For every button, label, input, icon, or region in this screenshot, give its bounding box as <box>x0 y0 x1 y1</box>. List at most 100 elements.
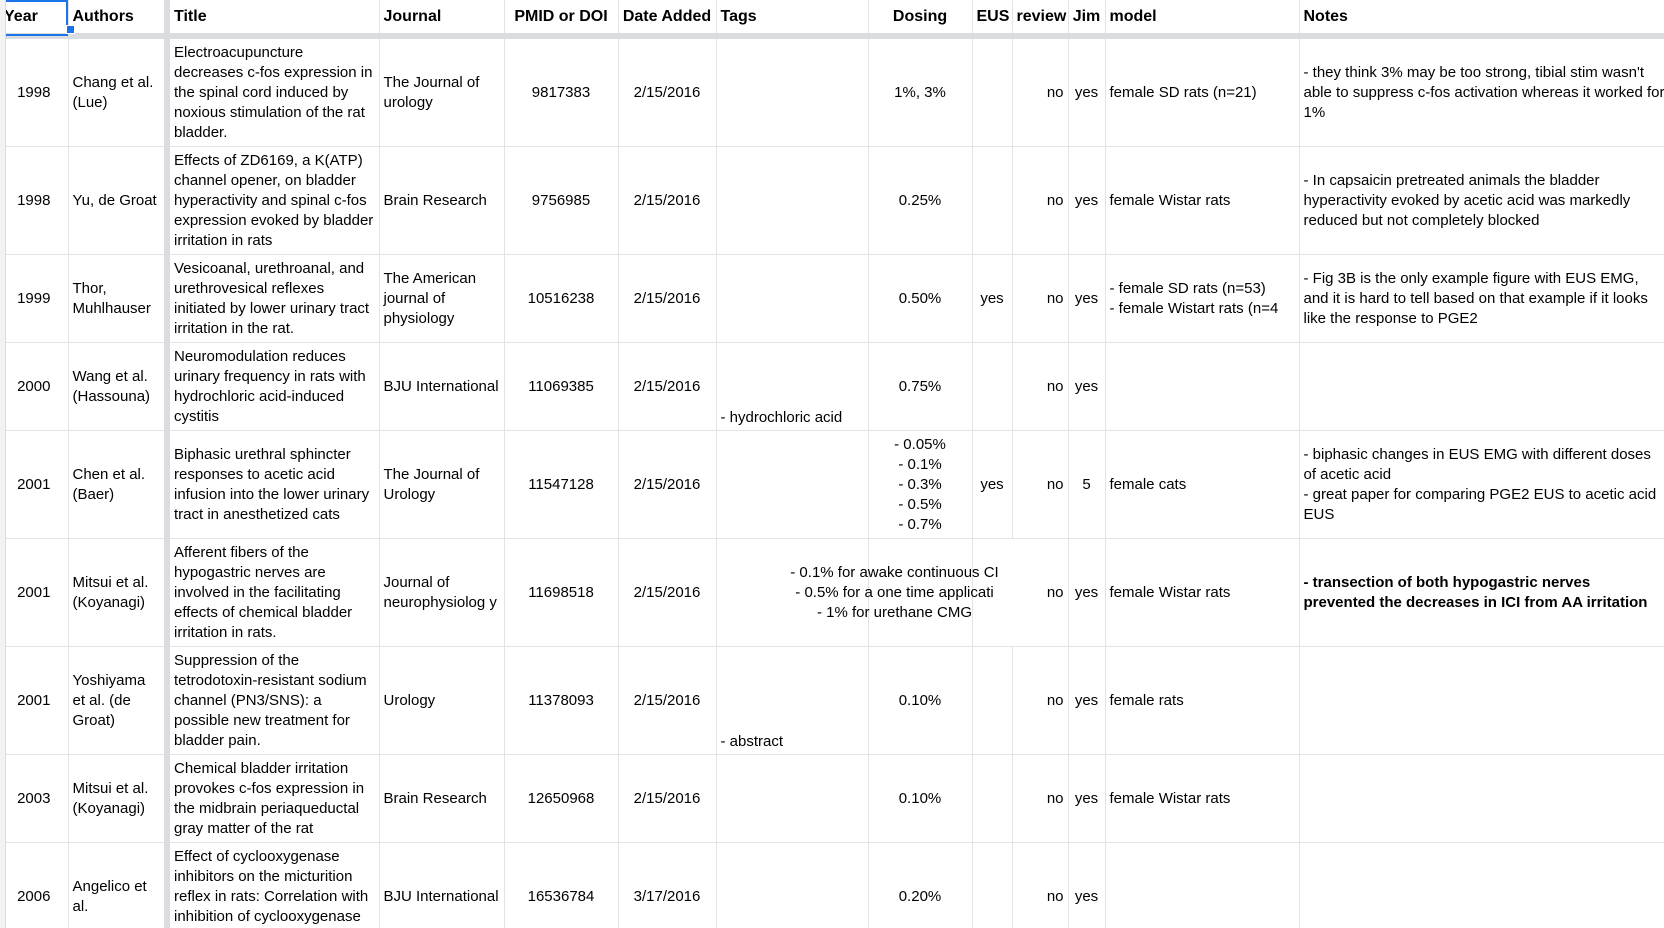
cell-dosing[interactable]: 0.10% <box>868 754 973 843</box>
header-authors[interactable]: Authors <box>68 0 170 39</box>
header-notes[interactable]: Notes <box>1299 0 1664 39</box>
cell-dosing[interactable]: - 0.05% - 0.1% - 0.3% - 0.5% - 0.7% <box>868 430 973 539</box>
cell-jim[interactable]: yes <box>1068 538 1106 647</box>
cell-review[interactable]: no <box>1012 754 1069 843</box>
cell-dosing[interactable]: 0.50% <box>868 254 973 343</box>
cell-authors[interactable]: Chang et al. (Lue) <box>68 36 170 147</box>
cell-year[interactable]: 1998 <box>0 146 69 255</box>
cell-jim[interactable]: yes <box>1068 254 1106 343</box>
cell-jim[interactable]: yes <box>1068 36 1106 147</box>
cell-jim[interactable]: yes <box>1068 342 1106 431</box>
cell-pmid[interactable]: 9817383 <box>504 36 619 147</box>
cell-year[interactable]: 2003 <box>0 754 69 843</box>
cell-notes[interactable]: - In capsaicin pretreated animals the bl… <box>1299 146 1664 255</box>
cell-pmid[interactable]: 16536784 <box>504 842 619 928</box>
cell-notes[interactable]: - Fig 3B is the only example figure with… <box>1299 254 1664 343</box>
cell-authors[interactable]: Yoshiyama et al. (de Groat) <box>68 646 170 755</box>
cell-pmid[interactable]: 9756985 <box>504 146 619 255</box>
cell-authors[interactable]: Yu, de Groat <box>68 146 170 255</box>
cell-eus[interactable]: yes <box>972 254 1013 343</box>
cell-notes[interactable]: - transection of both hypogastric nerves… <box>1299 538 1664 647</box>
cell-journal[interactable]: The American journal of physiology <box>379 254 505 343</box>
cell-date-added[interactable]: 2/15/2016 <box>618 430 717 539</box>
cell-tags[interactable] <box>716 36 869 147</box>
cell-pmid[interactable]: 11698518 <box>504 538 619 647</box>
cell-dosing[interactable]: 0.25% <box>868 146 973 255</box>
cell-year[interactable]: 1999 <box>0 254 69 343</box>
cell-journal[interactable]: The Journal of urology <box>379 36 505 147</box>
cell-tags[interactable]: - hydrochloric acid <box>716 342 869 431</box>
cell-authors[interactable]: Angelico et al. <box>68 842 170 928</box>
cell-tags[interactable] <box>716 254 869 343</box>
cell-model[interactable]: female cats <box>1105 430 1300 539</box>
cell-date-added[interactable]: 2/15/2016 <box>618 254 717 343</box>
cell-dosing[interactable]: 0.20% <box>868 842 973 928</box>
header-jim[interactable]: Jim <box>1068 0 1106 39</box>
cell-journal[interactable]: The Journal of Urology <box>379 430 505 539</box>
header-date-added[interactable]: Date Added <box>618 0 717 39</box>
cell-pmid[interactable]: 11069385 <box>504 342 619 431</box>
cell-tags[interactable] <box>716 430 869 539</box>
cell-title[interactable]: Suppression of the tetrodotoxin-resistan… <box>167 646 380 755</box>
cell-model[interactable]: female Wistar rats <box>1105 538 1300 647</box>
cell-notes[interactable]: - biphasic changes in EUS EMG with diffe… <box>1299 430 1664 539</box>
cell-year[interactable]: 2001 <box>0 538 69 647</box>
cell-review[interactable]: no <box>1012 538 1069 647</box>
cell-title[interactable]: Biphasic urethral sphincter responses to… <box>167 430 380 539</box>
cell-pmid[interactable]: 12650968 <box>504 754 619 843</box>
cell-model[interactable] <box>1105 342 1300 431</box>
cell-eus[interactable] <box>972 538 1012 647</box>
cell-model[interactable] <box>1105 842 1300 928</box>
cell-jim[interactable]: yes <box>1068 842 1106 928</box>
cell-year[interactable]: 2000 <box>0 342 69 431</box>
cell-review[interactable]: no <box>1012 342 1069 431</box>
header-dosing[interactable]: Dosing <box>868 0 973 39</box>
cell-authors[interactable]: Thor, Muhlhauser <box>68 254 170 343</box>
cell-tags[interactable] <box>716 754 869 843</box>
cell-year[interactable]: 2001 <box>0 646 69 755</box>
cell-review[interactable]: no <box>1012 430 1069 539</box>
cell-eus[interactable] <box>972 842 1013 928</box>
cell-eus[interactable] <box>972 146 1013 255</box>
header-tags[interactable]: Tags <box>716 0 869 39</box>
cell-journal[interactable]: Brain Research <box>379 754 505 843</box>
cell-tags[interactable]: - abstract <box>716 646 869 755</box>
cell-journal[interactable]: BJU International <box>379 842 505 928</box>
cell-date-added[interactable]: 2/15/2016 <box>618 146 717 255</box>
cell-notes[interactable] <box>1299 842 1664 928</box>
cell-review[interactable]: no <box>1012 146 1069 255</box>
cell-jim[interactable]: yes <box>1068 146 1106 255</box>
cell-title[interactable]: Electroacupuncture decreases c-fos expre… <box>167 36 380 147</box>
cell-title[interactable]: Chemical bladder irritation provokes c-f… <box>167 754 380 843</box>
header-review[interactable]: review <box>1012 0 1069 39</box>
cell-jim[interactable]: yes <box>1068 646 1106 755</box>
cell-model[interactable]: female SD rats (n=21) <box>1105 36 1300 147</box>
cell-notes[interactable] <box>1299 342 1664 431</box>
cell-eus[interactable] <box>972 36 1013 147</box>
cell-journal[interactable]: Urology <box>379 646 505 755</box>
cell-year[interactable]: 1998 <box>0 36 69 147</box>
cell-dosing[interactable]: 0.10% <box>868 646 973 755</box>
cell-jim[interactable]: 5 <box>1068 430 1106 539</box>
cell-year[interactable]: 2006 <box>0 842 69 928</box>
cell-title[interactable]: Effect of cyclooxygenase inhibitors on t… <box>167 842 380 928</box>
cell-eus[interactable] <box>972 754 1013 843</box>
cell-dosing[interactable]: 0.75% <box>868 342 973 431</box>
header-model[interactable]: model <box>1105 0 1300 39</box>
cell-model[interactable]: - female SD rats (n=53) - female Wistart… <box>1105 254 1300 343</box>
cell-authors[interactable]: Wang et al. (Hassouna) <box>68 342 170 431</box>
cell-title[interactable]: Afferent fibers of the hypogastric nerve… <box>167 538 380 647</box>
cell-review[interactable]: no <box>1012 842 1069 928</box>
cell-model[interactable]: female Wistar rats <box>1105 146 1300 255</box>
cell-pmid[interactable]: 11547128 <box>504 430 619 539</box>
header-pmid[interactable]: PMID or DOI <box>504 0 619 39</box>
cell-jim[interactable]: yes <box>1068 754 1106 843</box>
cell-date-added[interactable]: 2/15/2016 <box>618 342 717 431</box>
cell-dosing[interactable]: 1%, 3% <box>868 36 973 147</box>
cell-tags[interactable] <box>716 146 869 255</box>
header-eus[interactable]: EUS <box>972 0 1013 39</box>
cell-tags[interactable] <box>716 842 869 928</box>
cell-notes[interactable]: - they think 3% may be too strong, tibia… <box>1299 36 1664 147</box>
header-title[interactable]: Title <box>167 0 380 39</box>
cell-journal[interactable]: Brain Research <box>379 146 505 255</box>
